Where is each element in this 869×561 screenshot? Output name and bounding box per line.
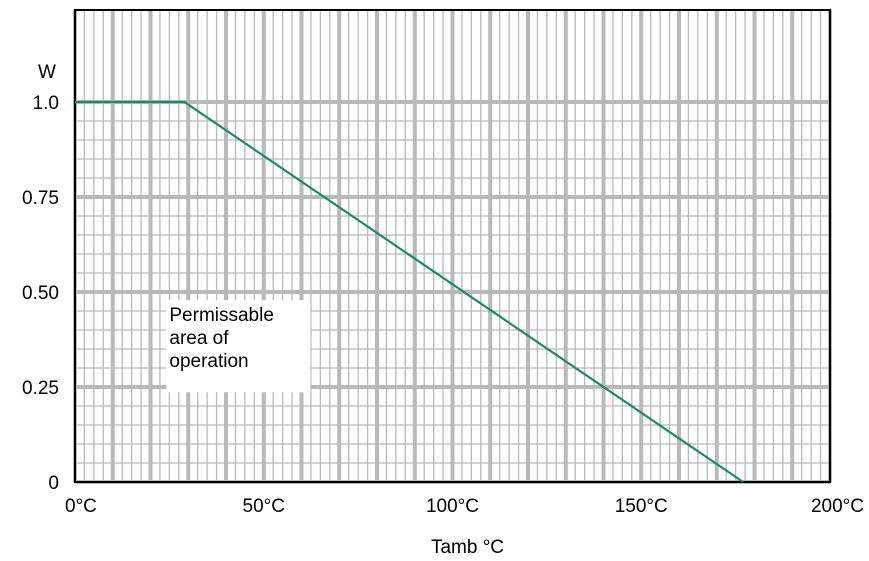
y-axis-label: W	[38, 62, 56, 83]
series-group	[75, 100, 744, 483]
major-grid	[73, 10, 832, 484]
annotation-line: operation	[169, 351, 248, 372]
derating-curve	[75, 100, 744, 483]
x-tick-label: 150°C	[615, 496, 668, 517]
x-tick-label: 100°C	[426, 496, 479, 517]
x-tick-label: 50°C	[243, 496, 285, 517]
permissible-area-annotation: Permissable area of operation	[166, 300, 311, 393]
y-axis-ticks: 0 0.25 0.50 0.75 1.0	[22, 93, 59, 494]
x-axis-ticks: 0°C 50°C 100°C 150°C 200°C	[65, 496, 864, 517]
plot-frame	[74, 9, 831, 483]
y-tick-label: 0.75	[22, 188, 59, 209]
annotation-line: Permissable	[169, 305, 274, 326]
y-tick-label: 0.50	[22, 283, 59, 304]
y-tick-label: 1.0	[33, 93, 59, 114]
x-tick-label: 0°C	[65, 496, 97, 517]
y-tick-label: 0	[48, 473, 59, 494]
annotation-box	[166, 300, 311, 393]
y-tick-label: 0.25	[22, 378, 59, 399]
annotation-line: area of	[169, 328, 229, 349]
x-tick-label: 200°C	[811, 496, 864, 517]
x-axis-label: Tamb °C	[431, 537, 504, 558]
